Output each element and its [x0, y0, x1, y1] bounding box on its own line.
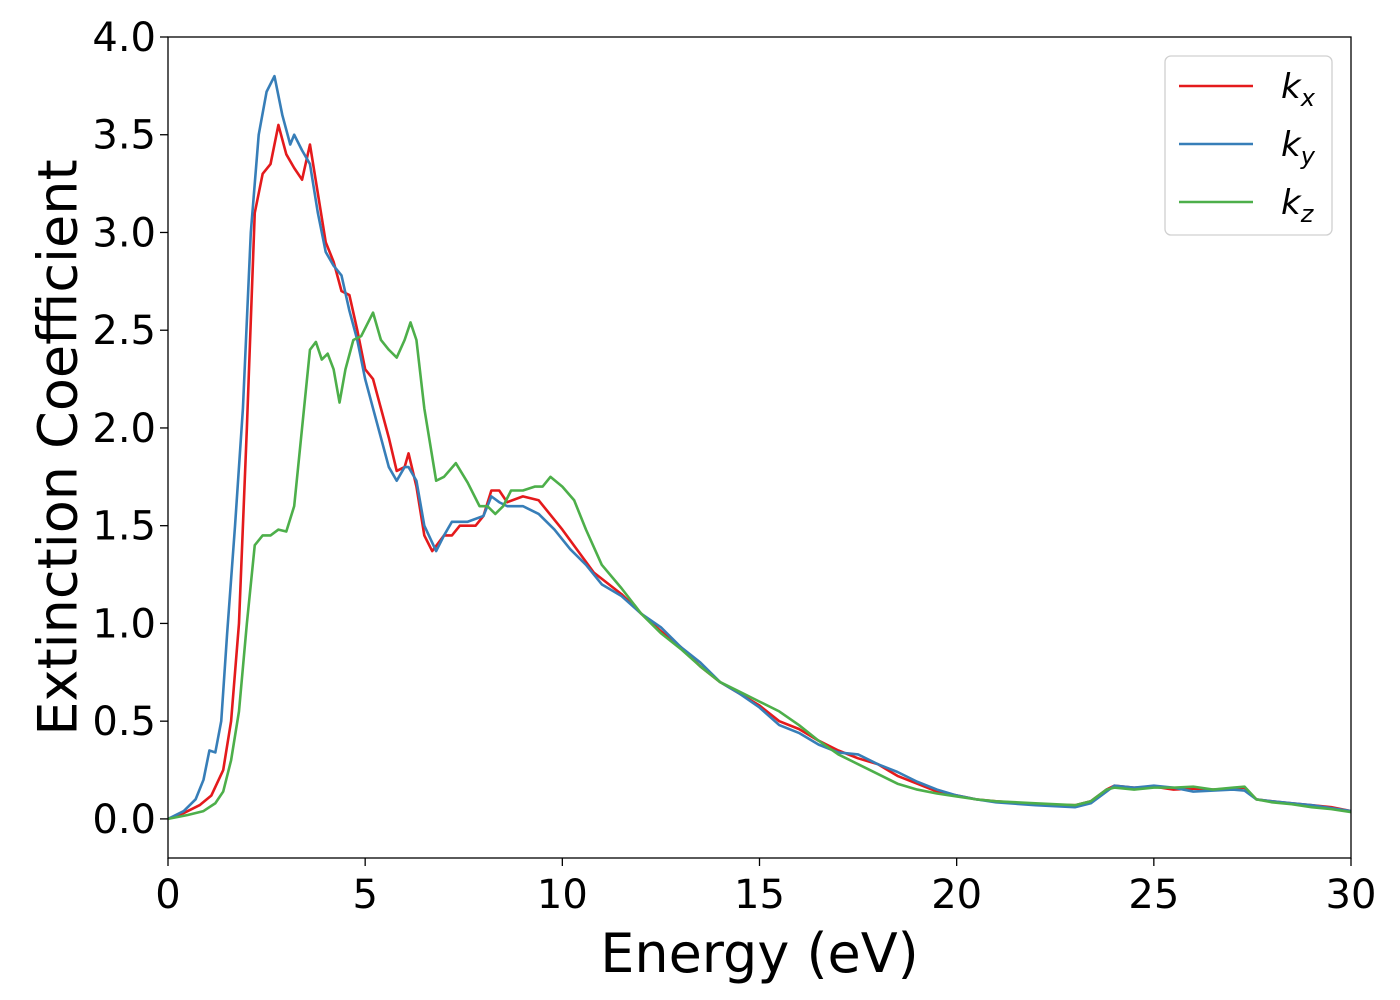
- x-tick-label: 20: [931, 872, 982, 918]
- y-tick-label: 4.0: [92, 15, 156, 61]
- legend-label-main: k: [1281, 67, 1302, 107]
- y-tick-label: 2.0: [92, 406, 156, 452]
- x-tick-label: 30: [1326, 872, 1377, 918]
- legend-label-subscript: x: [1300, 84, 1316, 112]
- legend-label-subscript: y: [1300, 142, 1316, 170]
- series-layer: [168, 74, 1351, 821]
- x-axis: 0 5 10 15 20 25 30: [155, 858, 1376, 918]
- x-axis-label: Energy (eV): [600, 922, 919, 985]
- y-axis-label: Extinction Coefficient: [27, 159, 90, 735]
- y-tick-label: 1.5: [92, 504, 156, 550]
- y-tick-label: 0.5: [92, 699, 156, 745]
- x-tick-label: 25: [1128, 872, 1179, 918]
- series-line-z: [168, 311, 1351, 821]
- y-tick-label: 0.0: [92, 797, 156, 843]
- legend-label-main: k: [1281, 125, 1302, 165]
- legend-label-subscript: z: [1300, 200, 1315, 228]
- x-tick-label: 10: [537, 872, 588, 918]
- y-axis: 0.0 0.5 1.0 1.5 2.0 2.5 3.0 3.5 4.0: [92, 15, 168, 843]
- y-tick-label: 3.0: [92, 210, 156, 256]
- series-line-y: [168, 74, 1351, 821]
- x-tick-label: 15: [734, 872, 785, 918]
- y-tick-label: 2.5: [92, 308, 156, 354]
- y-tick-label: 3.5: [92, 113, 156, 159]
- y-tick-label: 1.0: [92, 601, 156, 647]
- legend-label-y: ky: [1281, 125, 1316, 170]
- legend-box: [1164, 55, 1333, 236]
- legend-label-main: k: [1281, 183, 1302, 223]
- x-tick-label: 0: [155, 872, 180, 918]
- legend-label-z: kz: [1281, 183, 1315, 228]
- x-tick-label: 5: [352, 872, 377, 918]
- legend-label-x: kx: [1281, 67, 1316, 112]
